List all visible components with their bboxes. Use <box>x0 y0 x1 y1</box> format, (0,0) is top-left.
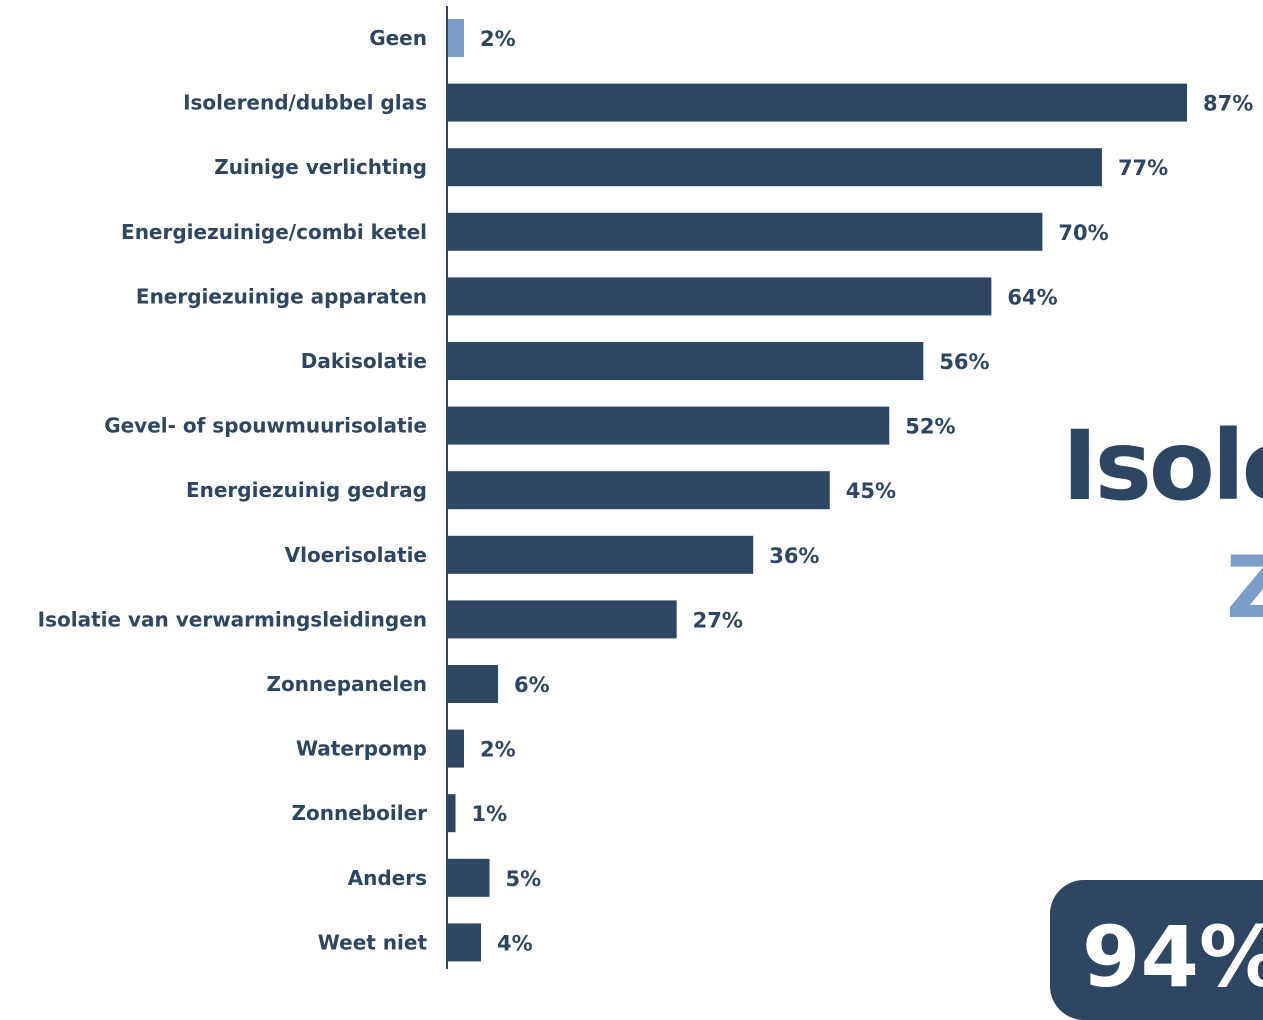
bar-13 <box>447 858 490 897</box>
category-label-12: Zonneboiler <box>292 801 428 825</box>
category-label-5: Dakisolatie <box>301 349 427 373</box>
value-label-8: 36% <box>769 544 819 568</box>
value-label-11: 2% <box>480 738 516 762</box>
bars-layer <box>447 19 1187 962</box>
headline-text: Isole <box>1062 410 1263 522</box>
category-label-4: Energiezuinige apparaten <box>136 284 427 308</box>
bar-8 <box>447 535 754 574</box>
value-label-13: 5% <box>506 867 542 891</box>
category-label-13: Anders <box>348 866 427 890</box>
bar-10 <box>447 665 499 703</box>
category-label-14: Weet niet <box>318 930 428 954</box>
bar-12 <box>447 794 456 833</box>
value-label-5: 56% <box>939 350 989 374</box>
subheadline-text: Z <box>1226 538 1263 638</box>
value-label-9: 27% <box>693 608 743 632</box>
value-label-6: 52% <box>905 415 955 439</box>
bar-6 <box>447 406 890 445</box>
value-label-0: 2% <box>480 27 516 51</box>
bar-14 <box>447 923 482 962</box>
category-label-1: Isolerend/dubbel glas <box>183 91 427 115</box>
category-label-9: Isolatie van verwarmingsleidingen <box>38 607 427 631</box>
bar-2 <box>447 148 1102 187</box>
value-label-12: 1% <box>472 802 508 826</box>
bar-3 <box>447 212 1043 251</box>
value-label-10: 6% <box>514 673 550 697</box>
bar-11 <box>447 729 465 768</box>
value-label-7: 45% <box>846 479 896 503</box>
stat-box: 94% <box>1050 880 1263 1020</box>
category-label-0: Geen <box>369 26 427 50</box>
category-label-8: Vloerisolatie <box>285 543 427 567</box>
stat-value: 94% <box>1082 908 1263 1006</box>
bar-7 <box>447 471 830 510</box>
value-label-4: 64% <box>1007 285 1057 309</box>
category-label-7: Energiezuinig gedrag <box>186 478 427 502</box>
bar-1 <box>447 83 1187 122</box>
category-label-10: Zonnepanelen <box>266 672 427 696</box>
bar-chart: Geen 2% Isolerend/dubbel glas 87% Zuinige ve… <box>38 6 1254 969</box>
value-label-14: 4% <box>497 931 533 955</box>
bar-5 <box>447 342 924 380</box>
category-label-2: Zuinige verlichting <box>214 155 427 179</box>
value-label-3: 70% <box>1058 221 1108 245</box>
bar-0 <box>447 19 465 57</box>
bar-9 <box>447 600 677 639</box>
value-label-1: 87% <box>1203 92 1253 116</box>
bar-4 <box>447 277 992 316</box>
value-label-2: 77% <box>1118 156 1168 180</box>
category-label-11: Waterpomp <box>296 737 427 761</box>
category-label-3: Energiezuinige/combi ketel <box>121 220 427 244</box>
category-label-6: Gevel- of spouwmuurisolatie <box>104 414 427 438</box>
labels-layer: Geen 2% Isolerend/dubbel glas 87% Zuinige ve… <box>38 26 1254 955</box>
